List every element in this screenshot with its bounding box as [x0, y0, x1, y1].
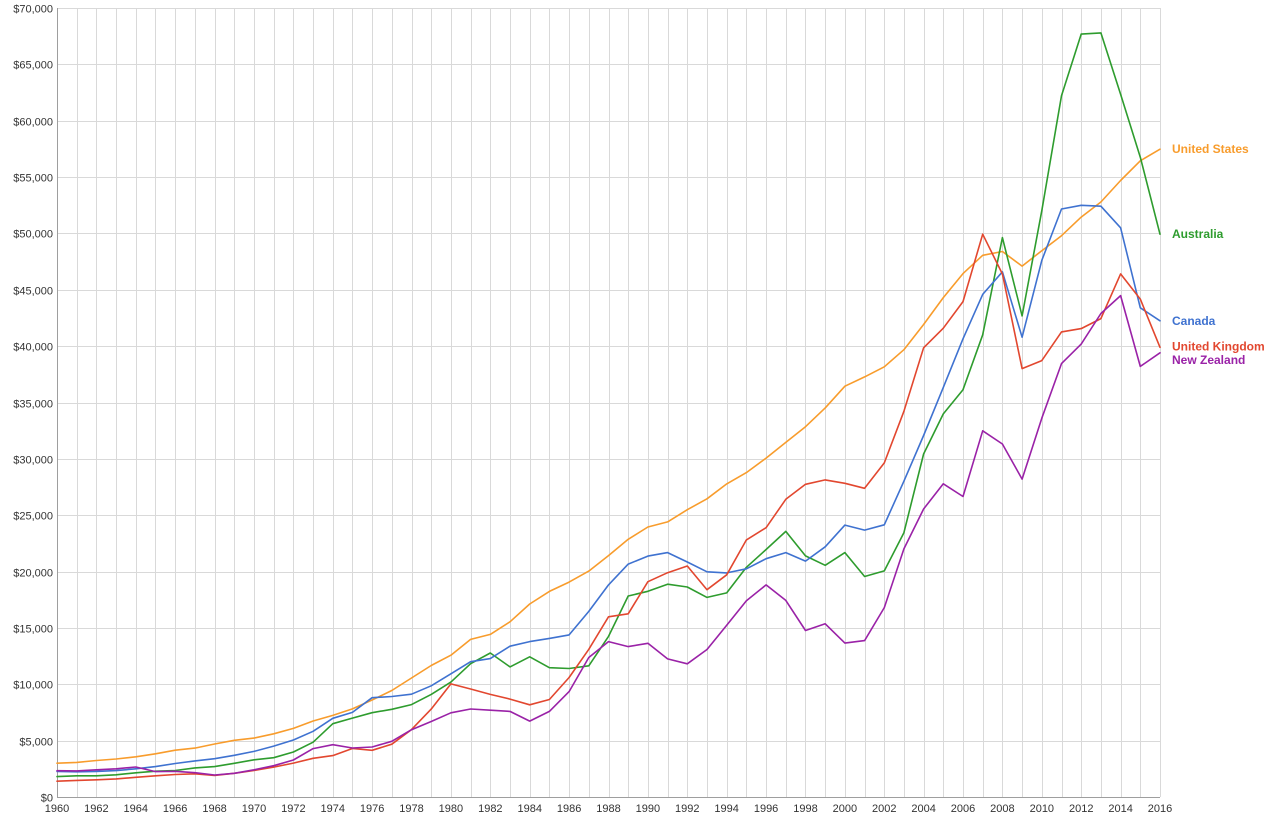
x-tick-label: 1984	[517, 803, 541, 815]
x-tick-label: 1972	[281, 803, 305, 815]
x-tick-label: 2008	[990, 803, 1014, 815]
y-tick-label: $25,000	[13, 511, 53, 523]
y-tick-label: $35,000	[13, 399, 53, 411]
y-tick-label: $15,000	[13, 624, 53, 636]
x-tick-label: 1974	[321, 803, 345, 815]
y-axis-tick-labels: $0 $5,000 $10,000 $15,000 $20,000 $25,000 $30,…	[13, 4, 53, 805]
x-tick-label: 1960	[45, 803, 69, 815]
x-tick-label: 1986	[557, 803, 581, 815]
x-tick-label: 1970	[242, 803, 266, 815]
series-line-united-kingdom	[56, 233, 1161, 783]
y-tick-label: $70,000	[13, 4, 53, 16]
series-label-united-states: United States	[1172, 142, 1249, 156]
x-tick-label: 1978	[399, 803, 423, 815]
y-tick-label: $65,000	[13, 60, 53, 72]
series-end-labels: United States Australia Canada United Kingd…	[1172, 142, 1265, 367]
series-line-united-states	[56, 148, 1161, 765]
y-tick-label: $40,000	[13, 342, 53, 354]
series-label-new-zealand: New Zealand	[1172, 353, 1245, 367]
y-tick-label: $55,000	[13, 173, 53, 185]
x-tick-label: 1968	[202, 803, 226, 815]
x-tick-label: 2012	[1069, 803, 1093, 815]
gridlines	[57, 8, 1161, 798]
x-tick-label: 2006	[951, 803, 975, 815]
x-tick-label: 1998	[793, 803, 817, 815]
x-axis-tick-labels: 1960 1962 1964 1966 1968 1970 1972 1974 1976 1978…	[45, 803, 1172, 815]
series-line-canada	[56, 204, 1161, 773]
x-tick-label: 1964	[124, 803, 148, 815]
x-tick-label: 2016	[1148, 803, 1172, 815]
series-label-australia: Australia	[1172, 227, 1224, 241]
series-line-australia	[56, 32, 1161, 778]
y-tick-label: $0	[41, 793, 53, 805]
x-tick-label: 1996	[754, 803, 778, 815]
x-tick-label: 1980	[439, 803, 463, 815]
y-tick-label: $50,000	[13, 229, 53, 241]
series-label-united-kingdom: United Kingdom	[1172, 339, 1265, 353]
x-tick-label: 1990	[636, 803, 660, 815]
x-tick-label: 1962	[84, 803, 108, 815]
x-tick-label: 1976	[360, 803, 384, 815]
x-tick-label: 1982	[478, 803, 502, 815]
y-tick-label: $10,000	[13, 680, 53, 692]
x-tick-label: 2002	[872, 803, 896, 815]
x-tick-label: 2014	[1108, 803, 1132, 815]
series-lines	[56, 32, 1161, 783]
y-tick-label: $20,000	[13, 568, 53, 580]
y-tick-label: $60,000	[13, 117, 53, 129]
series-label-canada: Canada	[1172, 314, 1216, 328]
x-tick-label: 2000	[833, 803, 857, 815]
x-tick-label: 2004	[911, 803, 935, 815]
x-tick-label: 2010	[1030, 803, 1054, 815]
y-tick-label: $45,000	[13, 286, 53, 298]
y-tick-label: $5,000	[19, 737, 53, 749]
x-tick-label: 1988	[596, 803, 620, 815]
x-tick-label: 1992	[675, 803, 699, 815]
x-tick-label: 1966	[163, 803, 187, 815]
series-line-new-zealand	[56, 294, 1161, 776]
x-tick-label: 1994	[714, 803, 738, 815]
y-tick-label: $30,000	[13, 455, 53, 467]
axes	[57, 8, 1160, 798]
